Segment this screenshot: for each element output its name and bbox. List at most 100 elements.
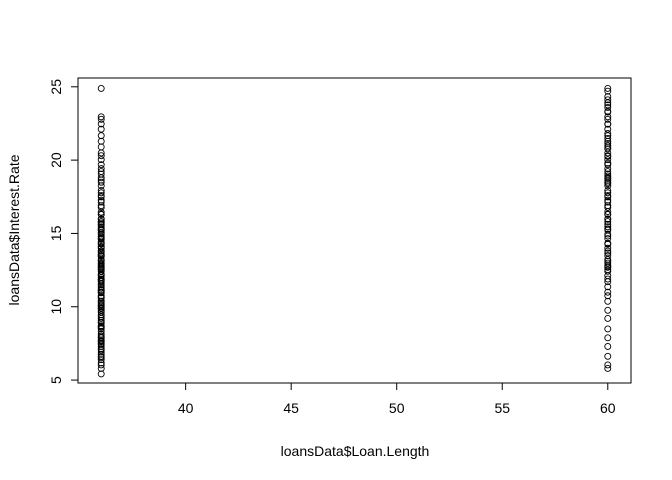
data-point [97, 243, 105, 250]
data-point [97, 198, 105, 206]
data-point [97, 125, 105, 133]
data-point [604, 172, 612, 180]
data-point [97, 178, 105, 186]
data-point [97, 330, 105, 338]
data-point [604, 204, 612, 211]
data-point [97, 259, 105, 267]
data-point [604, 87, 612, 95]
data-point [604, 230, 612, 238]
data-point [604, 244, 612, 252]
data-point [97, 156, 105, 164]
data-point [604, 115, 612, 123]
data-point [604, 275, 612, 283]
data-point [97, 343, 105, 350]
y-tick-label: 5 [48, 376, 64, 384]
data-point [97, 137, 105, 145]
data-point [604, 156, 612, 164]
data-point [604, 361, 612, 369]
data-point [604, 187, 612, 194]
data-point [604, 283, 612, 291]
data-point [97, 356, 105, 364]
data-point [604, 266, 612, 274]
x-tick-label: 45 [283, 400, 299, 416]
data-point [604, 159, 612, 167]
data-point [97, 132, 105, 140]
data-point [97, 223, 105, 231]
y-tick-label: 15 [48, 225, 64, 241]
data-point [97, 113, 105, 121]
data-point [97, 189, 105, 197]
data-point [97, 168, 105, 176]
data-point [97, 187, 105, 194]
data-point [97, 322, 105, 330]
data-point [604, 252, 612, 260]
data-point [97, 208, 105, 216]
data-point [604, 352, 612, 360]
data-point [97, 165, 105, 173]
data-point [604, 288, 612, 296]
data-point [604, 170, 612, 178]
data-point [604, 84, 612, 92]
data-point [604, 249, 612, 257]
data-point [604, 210, 612, 218]
data-point [97, 152, 105, 160]
data-point [604, 125, 612, 133]
data-point [97, 286, 105, 294]
data-points [97, 84, 612, 378]
data-point [604, 129, 612, 137]
y-axis: 5 10 15 20 25 [48, 79, 79, 384]
data-point [97, 297, 105, 305]
data-point [97, 225, 105, 233]
data-point [97, 255, 105, 263]
data-point [604, 325, 612, 333]
data-point [604, 189, 612, 197]
data-point [97, 247, 105, 255]
data-point [604, 334, 612, 342]
data-point [604, 306, 612, 314]
data-point [604, 101, 612, 109]
data-point [97, 308, 105, 316]
data-point [604, 255, 612, 263]
data-point [97, 120, 105, 128]
data-point [604, 168, 612, 176]
data-point [604, 134, 612, 142]
data-point [604, 152, 612, 160]
data-point [604, 225, 612, 233]
data-point [604, 218, 612, 226]
data-point [97, 215, 105, 223]
data-point [604, 223, 612, 231]
data-point [604, 259, 612, 267]
data-point [97, 288, 105, 296]
y-tick-label: 25 [48, 79, 64, 95]
data-point [604, 343, 612, 350]
plot-frame [77, 77, 632, 384]
data-point [604, 132, 612, 140]
data-point [97, 170, 105, 178]
data-point [604, 120, 612, 128]
data-point [604, 198, 612, 206]
data-point [604, 93, 612, 101]
x-tick-label: 60 [600, 400, 616, 416]
data-point [604, 215, 612, 223]
data-point [97, 361, 105, 369]
data-point [604, 297, 612, 305]
data-point [97, 161, 105, 169]
data-point [604, 247, 612, 255]
data-point [97, 84, 105, 92]
data-point [604, 235, 612, 243]
data-point [604, 239, 612, 247]
x-tick-label: 55 [494, 400, 510, 416]
x-tick-label: 50 [389, 400, 405, 416]
x-tick-label: 40 [178, 400, 194, 416]
data-point [604, 292, 612, 300]
data-point [604, 145, 612, 153]
y-tick-label: 10 [48, 299, 64, 315]
data-point [97, 345, 105, 353]
data-point [97, 196, 105, 204]
data-point [604, 192, 612, 200]
x-axis-label: loansData$Loan.Length [281, 443, 430, 459]
data-point [97, 370, 105, 378]
data-point [604, 165, 612, 173]
data-point [604, 104, 612, 111]
